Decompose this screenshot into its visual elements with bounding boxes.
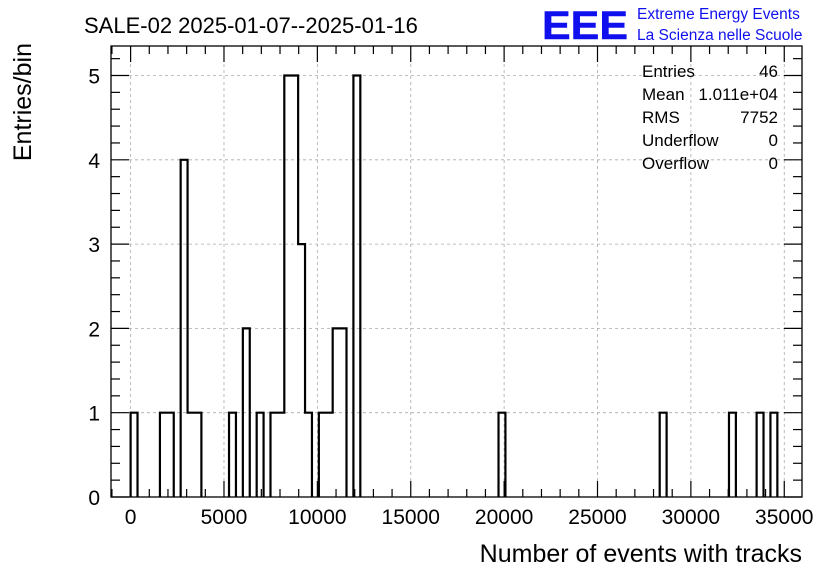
histogram-outline — [129, 74, 779, 497]
x-tick-label: 20000 — [475, 506, 533, 529]
stats-value: 0 — [769, 154, 778, 173]
y-tick-label: 5 — [88, 66, 100, 89]
x-tick-label: 15000 — [382, 506, 440, 529]
eee-logo-line1: Extreme Energy Events — [637, 6, 800, 23]
y-axis-label: Entries/bin — [9, 43, 37, 161]
x-tick-label: 30000 — [662, 506, 720, 529]
y-tick-label: 1 — [88, 403, 100, 426]
x-tick-labels: 0 5000 10000 15000 20000 25000 30000 35000 — [125, 506, 814, 529]
x-tick-label: 0 — [125, 506, 137, 529]
y-tick-label: 2 — [88, 318, 100, 341]
stats-label: Entries — [642, 62, 695, 81]
eee-logo-mark: EEE — [542, 4, 628, 48]
axis-ticks — [111, 46, 802, 498]
stats-label: Mean — [642, 85, 685, 104]
eee-logo-line2: La Scienza nelle Scuole — [637, 27, 802, 44]
histogram-bin — [277, 413, 284, 497]
stats-box: Entries 46 Mean 1.011e+04 RMS 7752 Underflow 0 O… — [642, 62, 778, 173]
histogram-bin — [188, 413, 195, 497]
stats-value: 46 — [759, 62, 778, 81]
grid — [111, 46, 802, 497]
x-tick-label: 25000 — [568, 506, 626, 529]
y-tick-labels: 0 1 2 3 4 5 — [88, 66, 100, 510]
y-tick-label: 0 — [88, 487, 100, 510]
eee-logo: EEE Extreme Energy Events La Scienza nel… — [542, 4, 803, 49]
stats-label: Overflow — [642, 154, 710, 173]
x-axis-label: Number of events with tracks — [480, 540, 802, 568]
stats-label: RMS — [642, 108, 680, 127]
histogram-bin — [326, 413, 333, 497]
stats-value: 7752 — [740, 108, 778, 127]
x-tick-label: 5000 — [201, 506, 248, 529]
plot-frame — [110, 45, 803, 498]
y-tick-label: 3 — [88, 234, 100, 257]
y-tick-label: 4 — [88, 150, 100, 173]
x-tick-label: 10000 — [288, 506, 346, 529]
stats-value: 1.011e+04 — [698, 85, 778, 104]
stats-label: Underflow — [642, 131, 719, 150]
stats-value: 0 — [769, 131, 778, 150]
x-tick-label: 35000 — [755, 506, 813, 529]
histogram-bars — [129, 74, 779, 497]
chart-title: SALE-02 2025-01-07--2025-01-16 — [84, 13, 418, 38]
